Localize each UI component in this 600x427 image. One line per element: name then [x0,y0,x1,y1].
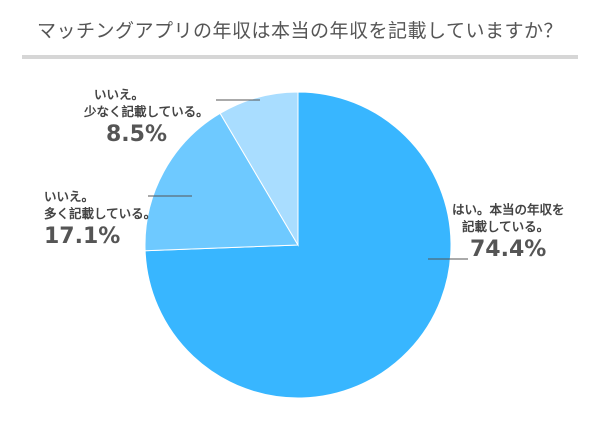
title-divider [22,55,578,59]
slice-percent: 8.5% [106,122,168,147]
chart-title: マッチングアプリの年収は本当の年収を記載していますか？ [37,20,563,42]
slice-label-no-slightly: いいえ。 少なく記載している。 8.5% [84,86,209,150]
slice-label-line1: いいえ。 [44,189,95,204]
slice-label-line1: はい。本当の年収を [452,202,565,217]
pie-slice-no-slightly [219,91,299,247]
slice-label-no-much: いいえ。 多く記載している。 17.1% [44,188,156,252]
slice-percent: 17.1% [44,224,121,249]
slice-label-line2: 記載している。 [462,219,550,234]
pie-slice-no-much [144,112,299,252]
slice-label-line2: 多く記載している。 [44,206,157,221]
slice-label-yes: はい。本当の年収を 記載している。 74.4% [452,201,565,265]
slice-label-line2: 少なく記載している。 [84,104,209,119]
slice-percent: 74.4% [470,237,547,262]
slice-label-line1: いいえ。 [94,87,145,102]
